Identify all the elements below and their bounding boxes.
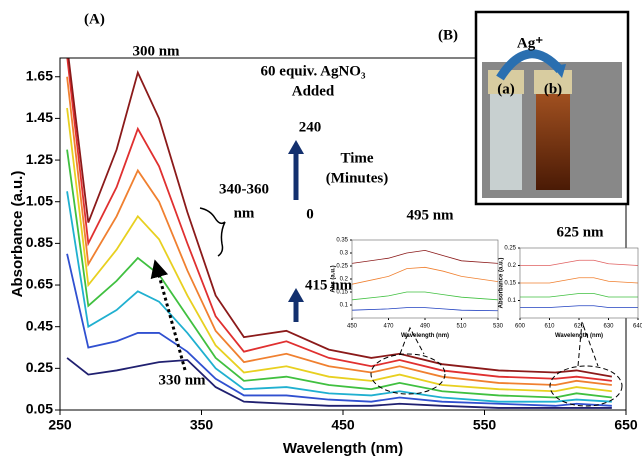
y-tick-label: 0.25 [336,264,348,270]
x-tick-label: 450 [331,417,355,433]
x-tick-label: 450 [347,324,358,330]
annotation: 625 nm [556,224,604,240]
y-axis-label: Absorbance (a.u.) [9,171,26,298]
y-tick-label: 0.45 [26,317,53,333]
annotation: 330 nm [158,372,206,388]
x-tick-label: 600 [515,324,526,330]
x-axis-label: Wavelength (nm) [555,333,603,339]
annotation: Ag⁺ [517,35,543,51]
x-tick-label: 630 [603,324,614,330]
x-tick-label: 640 [633,324,642,330]
time-arrow-head [288,140,304,154]
annotation: 0 [306,206,314,222]
x-axis-label: Wavelength (nm) [283,440,403,457]
annotation: 300 nm [132,43,180,59]
y-tick-label: 1.25 [26,151,53,167]
y-tick-label: 0.35 [336,238,348,244]
x-tick-label: 490 [420,324,431,330]
y-tick-label: 0.3 [340,251,349,257]
y-tick-label: 0.65 [26,276,53,292]
figure: 250 350 450 550 650 0.05 0.25 0.45 0.65 0.85 1.05 1… [0,0,642,466]
x-tick-label: 620 [574,324,585,330]
vial-b [536,94,570,190]
x-tick-label: 610 [544,324,555,330]
annotation: (b) [544,81,562,97]
x-tick-label: 350 [190,417,214,433]
x-tick-label: 550 [473,417,497,433]
annotation: 60 equiv. AgNO₃ [261,63,366,79]
annotation: 340-360 [219,181,269,197]
y-tick-label: 1.05 [26,192,53,208]
y-tick-label: 0.15 [504,281,516,287]
x-tick-label: 510 [456,324,467,330]
y-tick-label: 0.85 [26,234,53,250]
x-tick-label: 250 [48,417,72,433]
annotation: (a) [497,81,515,97]
y-tick-label: 0.1 [340,303,349,309]
annotation: 240 [299,119,322,135]
y-tick-label: 0.25 [26,359,53,375]
panel-label: (B) [438,27,458,43]
y-tick-label: 1.45 [26,109,53,125]
arrow-head [288,288,304,302]
annotation: nm [234,205,255,221]
annotation: Time [340,150,373,166]
panel-label: (A) [84,11,105,27]
x-tick-label: 530 [493,324,504,330]
annotation: 495 nm [406,207,454,223]
brace [200,208,225,256]
annotation: 415 nm [305,277,353,293]
vial-a [490,94,522,190]
annotation: Added [292,83,335,99]
y-tick-label: 0.1 [508,298,517,304]
x-tick-label: 470 [383,324,394,330]
y-tick-label: 0.2 [508,263,517,269]
x-axis-label: Wavelength (nm) [401,333,449,339]
annotation: (Minutes) [326,170,389,186]
y-tick-label: 1.65 [26,67,53,83]
y-tick-label: 0.05 [26,401,53,417]
callout [400,328,424,354]
x-tick-label: 650 [614,417,638,433]
inset-background [352,240,498,318]
y-axis-label: Absorbance (a.u.) [498,258,504,309]
y-tick-label: 0.25 [504,246,516,252]
